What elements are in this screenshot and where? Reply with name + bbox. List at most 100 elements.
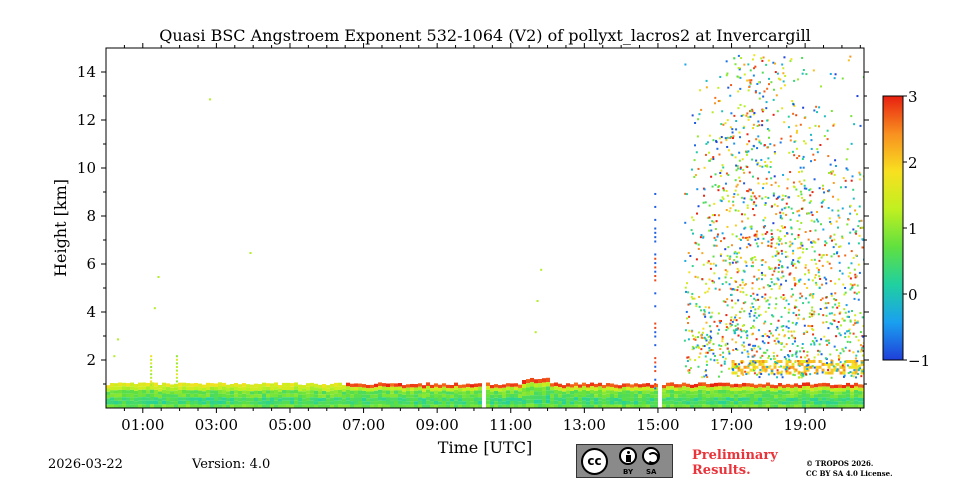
heatmap-cell	[186, 397, 190, 401]
heatmap-cell	[820, 201, 823, 204]
heatmap-cell	[175, 380, 178, 383]
heatmap-cell	[746, 79, 749, 82]
heatmap-cell	[813, 258, 816, 261]
heatmap-cell	[821, 283, 824, 286]
heatmap-cell	[734, 366, 737, 369]
heatmap-cell	[810, 394, 814, 398]
heatmap-cell	[817, 271, 820, 274]
heatmap-cell	[226, 404, 230, 408]
heatmap-cell	[498, 404, 502, 408]
heatmap-cell	[854, 400, 858, 405]
heatmap-cell	[853, 123, 856, 126]
heatmap-cell	[654, 383, 658, 388]
heatmap-cell	[708, 349, 711, 352]
heatmap-cell	[829, 163, 832, 166]
heatmap-cell	[426, 386, 430, 390]
heatmap-cell	[800, 373, 803, 376]
heatmap-cell	[718, 389, 722, 394]
heatmap-cell	[722, 123, 725, 126]
heatmap-cell	[792, 103, 795, 106]
heatmap-cell	[798, 401, 802, 405]
heatmap-cell	[739, 238, 742, 241]
heatmap-cell	[766, 389, 770, 394]
heatmap-cell	[755, 338, 758, 341]
heatmap-cell	[736, 165, 739, 168]
heatmap-cell	[809, 325, 812, 328]
heatmap-cell	[726, 254, 729, 257]
heatmap-cell	[746, 206, 749, 209]
heatmap-cell	[858, 391, 862, 395]
heatmap-cell	[526, 395, 530, 400]
heatmap-cell	[318, 401, 322, 405]
heatmap-cell	[770, 81, 773, 84]
heatmap-cell	[730, 316, 733, 319]
heatmap-cell	[827, 206, 830, 209]
heatmap-cell	[242, 404, 246, 408]
heatmap-cell	[685, 310, 688, 313]
heatmap-cell	[654, 378, 657, 381]
heatmap-cell	[837, 226, 840, 229]
heatmap-cell	[830, 267, 833, 270]
heatmap-cell	[764, 370, 767, 373]
heatmap-cell	[778, 365, 781, 368]
copyright-line2: CC BY SA 4.0 License.	[806, 469, 893, 478]
heatmap-cell	[802, 397, 806, 401]
heatmap-cell	[684, 221, 687, 224]
heatmap-cell	[833, 368, 837, 372]
heatmap-cell	[780, 325, 783, 328]
heatmap-cell	[558, 401, 562, 405]
heatmap-cell	[398, 404, 402, 408]
heatmap-cell	[686, 356, 689, 359]
heatmap-cell	[808, 312, 811, 315]
heatmap-cell	[793, 306, 796, 309]
heatmap-cell	[692, 347, 695, 350]
heatmap-cell	[764, 320, 767, 323]
heatmap-cell	[807, 301, 810, 304]
heatmap-cell	[793, 277, 796, 280]
heatmap-cell	[693, 159, 696, 162]
heatmap-cell	[716, 359, 719, 362]
heatmap-cell	[786, 383, 790, 388]
heatmap-cell	[618, 404, 622, 408]
heatmap-cell	[724, 248, 727, 251]
heatmap-cell	[767, 59, 770, 62]
heatmap-cell	[686, 394, 690, 398]
heatmap-cell	[786, 366, 789, 369]
heatmap-cell	[782, 298, 785, 301]
heatmap-cell	[724, 344, 727, 347]
heatmap-cell	[474, 394, 478, 398]
heatmap-cell	[855, 376, 858, 379]
heatmap-cell	[769, 358, 772, 361]
heatmap-cell	[126, 400, 130, 405]
heatmap-cell	[806, 404, 810, 408]
heatmap-cell	[855, 354, 858, 357]
heatmap-cell	[398, 393, 402, 398]
heatmap-cell	[678, 390, 682, 395]
cc-license-badge[interactable]: cc BY SA	[576, 444, 673, 478]
heatmap-cell	[766, 397, 770, 401]
heatmap-cell	[710, 229, 713, 232]
heatmap-cell	[737, 251, 740, 254]
heatmap-cell	[274, 382, 278, 387]
heatmap-cell	[720, 123, 723, 126]
heatmap-cell	[858, 220, 861, 223]
heatmap-cell	[282, 386, 286, 391]
heatmap-cell	[378, 386, 382, 390]
colorbar	[882, 95, 904, 361]
heatmap-cell	[502, 384, 506, 388]
heatmap-cell	[836, 325, 839, 328]
heatmap-cell	[202, 397, 206, 402]
heatmap-cell	[709, 262, 712, 265]
heatmap-cell	[682, 400, 686, 405]
heatmap-cell	[854, 357, 857, 360]
heatmap-cell	[824, 371, 828, 375]
heatmap-cell	[736, 348, 739, 351]
heatmap-cell	[830, 371, 834, 375]
heatmap-cell	[781, 266, 784, 269]
heatmap-cell	[126, 386, 130, 391]
heatmap-cell	[818, 343, 821, 346]
heatmap-cell	[746, 238, 749, 241]
heatmap-cell	[738, 397, 742, 402]
heatmap-cell	[502, 401, 506, 405]
heatmap-cell	[550, 404, 554, 408]
